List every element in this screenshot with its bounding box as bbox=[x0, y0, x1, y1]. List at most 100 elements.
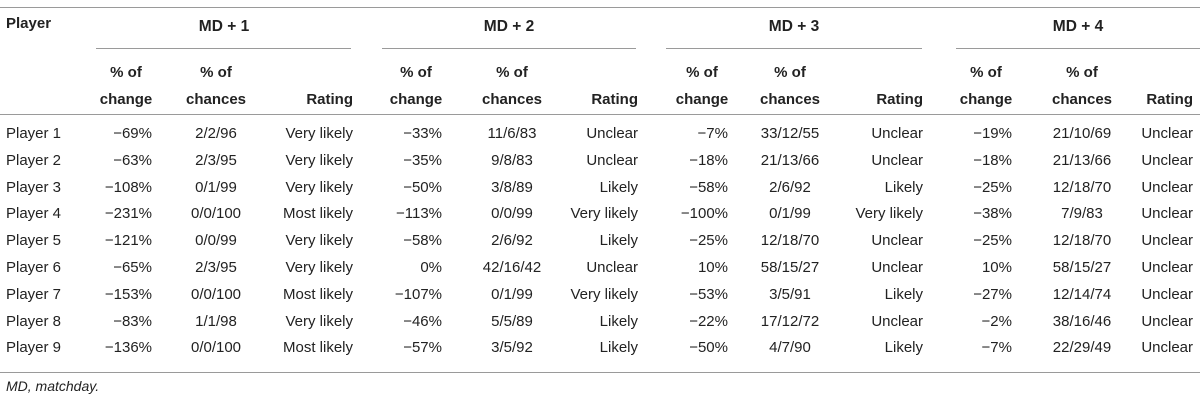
cell-percent-change: −58% bbox=[403, 232, 442, 250]
cell-percent-chances: 2/3/95 bbox=[195, 151, 237, 169]
cell-percent-change: −69% bbox=[113, 125, 152, 142]
cell-rating: Unclear bbox=[1141, 151, 1193, 169]
chances-header-line2: chances bbox=[185, 91, 247, 108]
rating-header: Rating bbox=[1146, 91, 1193, 108]
cell-percent-change: −53% bbox=[689, 285, 728, 303]
chances-header-line1: % of bbox=[1066, 64, 1098, 81]
cell-percent-chances: 21/13/66 bbox=[1052, 151, 1112, 169]
cell-percent-change: −108% bbox=[104, 178, 152, 196]
cell-rating: Unclear bbox=[871, 151, 923, 169]
chances-header-line1: % of bbox=[200, 64, 232, 81]
cell-rating: Likely bbox=[884, 178, 923, 196]
cell-rating: Very likely bbox=[285, 125, 353, 142]
cell-rating: Most likely bbox=[282, 285, 353, 303]
group-underline bbox=[382, 48, 636, 49]
cell-rating: Unclear bbox=[871, 125, 923, 142]
cell-percent-chances: 2/3/95 bbox=[195, 259, 237, 276]
cell-percent-chances: 58/15/27 bbox=[1052, 259, 1112, 276]
table-row-player: Player 6 bbox=[6, 259, 62, 276]
cell-rating: Very likely bbox=[570, 205, 638, 223]
group-header-md3: MD + 3 bbox=[768, 18, 820, 35]
cell-rating: Likely bbox=[599, 339, 638, 357]
cell-percent-chances: 7/9/83 bbox=[1061, 205, 1103, 223]
group-header-md4: MD + 4 bbox=[1052, 18, 1104, 35]
change-header-line1: % of bbox=[970, 64, 1002, 81]
cell-percent-change: −22% bbox=[689, 312, 728, 330]
cell-rating: Likely bbox=[599, 232, 638, 250]
cell-percent-chances: 0/0/99 bbox=[195, 232, 237, 250]
cell-percent-change: −58% bbox=[689, 178, 728, 196]
cell-percent-chances: 58/15/27 bbox=[760, 259, 820, 276]
cell-percent-change: −113% bbox=[395, 205, 442, 223]
cell-rating: Unclear bbox=[586, 125, 638, 142]
cell-percent-chances: 12/18/70 bbox=[1052, 178, 1112, 196]
cell-percent-change: −107% bbox=[394, 285, 442, 303]
cell-percent-chances: 0/0/100 bbox=[190, 205, 242, 223]
cell-percent-change: −25% bbox=[689, 232, 728, 250]
cell-percent-chances: 1/1/98 bbox=[195, 312, 237, 330]
table-row-player: Player 5 bbox=[6, 232, 62, 250]
change-header-line2: change bbox=[389, 91, 443, 108]
cell-percent-change: −57% bbox=[403, 339, 442, 357]
table-row-player: Player 3 bbox=[6, 178, 62, 196]
header-bottom-rule bbox=[0, 114, 1200, 115]
cell-percent-change: −83% bbox=[113, 312, 152, 330]
cell-percent-change: −18% bbox=[973, 151, 1012, 169]
cell-rating: Unclear bbox=[1141, 178, 1193, 196]
player-column-header: Player bbox=[6, 15, 52, 32]
cell-rating: Unclear bbox=[586, 151, 638, 169]
table-row-player: Player 8 bbox=[6, 312, 62, 330]
cell-percent-chances: 21/10/69 bbox=[1052, 125, 1112, 142]
change-header-line1: % of bbox=[400, 64, 432, 81]
group-underline bbox=[956, 48, 1200, 49]
chances-header-line2: chances bbox=[1051, 91, 1113, 108]
cell-percent-change: 10% bbox=[981, 259, 1012, 276]
cell-percent-change: −136% bbox=[104, 339, 152, 357]
cell-percent-chances: 38/16/46 bbox=[1052, 312, 1112, 330]
change-header-line2: change bbox=[959, 91, 1013, 108]
cell-rating: Very likely bbox=[285, 259, 353, 276]
cell-rating: Unclear bbox=[871, 312, 923, 330]
cell-percent-change: −50% bbox=[689, 339, 728, 357]
cell-percent-change: −7% bbox=[981, 339, 1012, 357]
group-underline bbox=[666, 48, 922, 49]
cell-percent-chances: 3/5/91 bbox=[769, 285, 811, 303]
cell-percent-chances: 12/18/70 bbox=[760, 232, 820, 250]
table-row-player: Player 4 bbox=[6, 205, 62, 223]
cell-percent-chances: 11/6/83 bbox=[487, 125, 537, 142]
cell-rating: Unclear bbox=[1141, 232, 1193, 250]
cell-rating: Most likely bbox=[282, 205, 353, 223]
cell-percent-chances: 0/0/100 bbox=[190, 339, 242, 357]
cell-percent-change: −7% bbox=[697, 125, 728, 142]
chances-header-line1: % of bbox=[496, 64, 528, 81]
cell-rating: Likely bbox=[599, 178, 638, 196]
cell-rating: Unclear bbox=[586, 259, 638, 276]
cell-rating: Most likely bbox=[282, 339, 353, 357]
cell-percent-chances: 0/1/99 bbox=[769, 205, 811, 223]
cell-percent-change: −35% bbox=[403, 151, 442, 169]
table-row-player: Player 2 bbox=[6, 151, 62, 169]
table-row-player: Player 1 bbox=[6, 125, 62, 142]
cell-rating: Unclear bbox=[871, 259, 923, 276]
cell-percent-change: −121% bbox=[104, 232, 152, 250]
cell-rating: Unclear bbox=[1141, 259, 1193, 276]
cell-rating: Very likely bbox=[285, 178, 353, 196]
cell-percent-chances: 5/5/89 bbox=[491, 312, 533, 330]
change-header-line2: change bbox=[99, 91, 153, 108]
cell-percent-change: −153% bbox=[104, 285, 152, 303]
cell-percent-chances: 12/14/74 bbox=[1052, 285, 1112, 303]
group-header-md1: MD + 1 bbox=[198, 18, 250, 35]
cell-percent-chances: 0/0/99 bbox=[491, 205, 533, 223]
cell-rating: Likely bbox=[599, 312, 638, 330]
group-header-md2: MD + 2 bbox=[483, 18, 535, 35]
cell-percent-change: −25% bbox=[973, 232, 1012, 250]
cell-percent-change: −2% bbox=[981, 312, 1012, 330]
table-row-player: Player 7 bbox=[6, 285, 62, 303]
cell-percent-change: 10% bbox=[697, 259, 728, 276]
cell-percent-change: −18% bbox=[689, 151, 728, 169]
cell-percent-chances: 12/18/70 bbox=[1052, 232, 1112, 250]
cell-percent-chances: 0/0/100 bbox=[190, 285, 242, 303]
change-header-line2: change bbox=[675, 91, 729, 108]
cell-percent-chances: 4/7/90 bbox=[769, 339, 811, 357]
